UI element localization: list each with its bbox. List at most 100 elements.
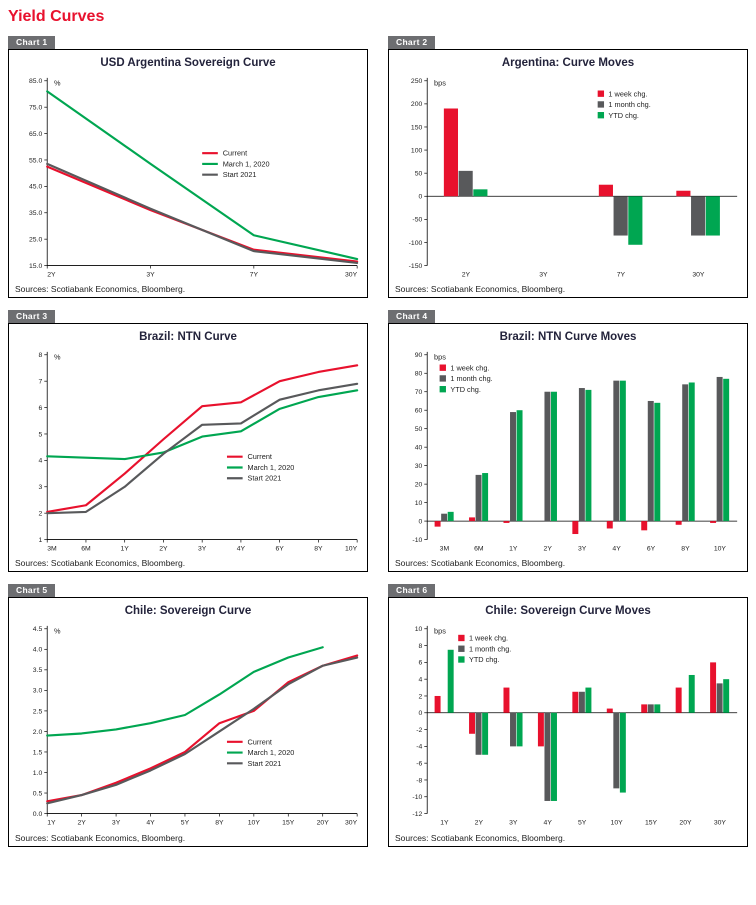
svg-text:75.0: 75.0	[29, 105, 42, 112]
svg-text:-6: -6	[416, 761, 422, 768]
svg-text:10Y: 10Y	[248, 820, 261, 827]
chart-sources: Sources: Scotiabank Economics, Bloomberg…	[395, 832, 566, 843]
svg-text:30Y: 30Y	[714, 820, 727, 827]
svg-text:6M: 6M	[474, 546, 484, 553]
svg-text:-10: -10	[412, 537, 422, 544]
svg-text:3Y: 3Y	[578, 546, 587, 553]
svg-text:1 month chg.: 1 month chg.	[469, 645, 511, 654]
svg-text:8Y: 8Y	[215, 820, 224, 827]
chart-sources: Sources: Scotiabank Economics, Bloomberg…	[395, 558, 566, 569]
chart-title: Chile: Sovereign Curve Moves	[485, 605, 651, 618]
bar-chart-brazil-moves: -10 0 10 20 30 40 50 60 70 80 90 bps 3M 6M 1Y 2Y 3Y 4Y 6Y 8…	[412, 352, 738, 553]
svg-text:Current: Current	[248, 452, 272, 461]
svg-text:0: 0	[419, 519, 423, 526]
chart-panel-6: Chart 6 Chile: Sovereign Curve Moves -12…	[388, 584, 748, 847]
svg-text:2: 2	[39, 511, 43, 518]
svg-text:20Y: 20Y	[679, 820, 692, 827]
svg-text:50: 50	[415, 171, 423, 178]
svg-text:5: 5	[39, 432, 43, 439]
svg-text:March 1, 2020: March 1, 2020	[248, 748, 295, 757]
svg-text:-100: -100	[409, 240, 423, 247]
svg-text:-12: -12	[412, 811, 422, 818]
chart-sources: Sources: Scotiabank Economics, Bloomberg…	[15, 558, 186, 569]
svg-text:10Y: 10Y	[345, 546, 358, 553]
svg-text:70: 70	[415, 389, 423, 396]
line-chart-brazil-curve: 1 2 3 4 5 6 7 8 % 3M 6M 1Y 2Y 3Y 4Y 6Y 8Y 10Y Current March…	[39, 352, 359, 553]
chart-box: Chile: Sovereign Curve 0.0 0.5 1.0 1.5 2.0 2.…	[8, 597, 368, 847]
svg-text:15.0: 15.0	[29, 263, 42, 270]
svg-text:4: 4	[419, 677, 423, 684]
svg-text:15Y: 15Y	[282, 820, 295, 827]
svg-text:2.5: 2.5	[33, 709, 43, 716]
svg-text:March 1, 2020: March 1, 2020	[248, 463, 295, 472]
line-chart-argentina-curve: 15.0 25.0 35.0 45.0 55.0 65.0 75.0 85.0 % 2Y 3Y 7Y 3…	[29, 77, 359, 278]
svg-text:3Y: 3Y	[198, 546, 207, 553]
svg-text:-50: -50	[412, 217, 422, 224]
svg-text:1Y: 1Y	[47, 820, 56, 827]
svg-text:YTD chg.: YTD chg.	[469, 656, 500, 665]
svg-text:6: 6	[419, 660, 423, 667]
chart-box: Argentina: Curve Moves -150 -100 -50 0 50 100…	[388, 49, 748, 299]
svg-text:YTD chg.: YTD chg.	[450, 385, 481, 394]
chart-tag: Chart 4	[388, 310, 436, 324]
svg-text:30Y: 30Y	[345, 820, 358, 827]
svg-text:7: 7	[39, 379, 43, 386]
chart-box: Chile: Sovereign Curve Moves -12 -10 -8 -6-…	[388, 597, 748, 847]
chart-title: Argentina: Curve Moves	[501, 57, 635, 69]
chart-box: Brazil: NTN Curve Moves -10 0 10 20 30 40 50 60…	[388, 323, 748, 573]
svg-text:-10: -10	[412, 794, 422, 801]
svg-text:4Y: 4Y	[612, 546, 621, 553]
svg-text:bps: bps	[434, 627, 446, 636]
svg-text:7Y: 7Y	[250, 271, 259, 278]
svg-text:3M: 3M	[47, 546, 57, 553]
svg-text:3Y: 3Y	[146, 271, 155, 278]
svg-text:40: 40	[415, 445, 423, 452]
svg-text:10: 10	[415, 500, 423, 507]
svg-text:150: 150	[411, 124, 423, 131]
svg-text:20Y: 20Y	[317, 820, 330, 827]
svg-text:1Y: 1Y	[440, 820, 449, 827]
svg-text:4: 4	[39, 458, 43, 465]
svg-text:1 week chg.: 1 week chg.	[450, 364, 489, 373]
svg-text:8Y: 8Y	[681, 546, 690, 553]
chart-panel-5: Chart 5 Chile: Sovereign Curve 0.0 0.5 1.0…	[8, 584, 368, 847]
svg-text:March 1, 2020: March 1, 2020	[223, 159, 270, 168]
svg-text:8: 8	[419, 643, 423, 650]
svg-text:3Y: 3Y	[539, 271, 548, 278]
svg-text:3.0: 3.0	[33, 688, 43, 695]
svg-text:4Y: 4Y	[544, 820, 553, 827]
chart-tag: Chart 2	[388, 36, 436, 49]
svg-text:6Y: 6Y	[275, 546, 284, 553]
chart-title: USD Argentina Sovereign Curve	[100, 57, 276, 69]
chart-panel-4: Chart 4 Brazil: NTN Curve Moves -10 0 10 20…	[388, 310, 748, 573]
svg-text:1Y: 1Y	[509, 546, 518, 553]
svg-text:2Y: 2Y	[159, 546, 168, 553]
svg-text:6: 6	[39, 405, 43, 412]
svg-text:2Y: 2Y	[462, 271, 471, 278]
chart-sources: Sources: Scotiabank Economics, Bloomberg…	[395, 284, 566, 295]
svg-text:15Y: 15Y	[645, 820, 658, 827]
svg-text:0: 0	[419, 194, 423, 201]
svg-text:2Y: 2Y	[77, 820, 86, 827]
svg-text:Start 2021: Start 2021	[248, 474, 282, 483]
chart-title: Brazil: NTN Curve Moves	[499, 331, 637, 344]
svg-text:Start 2021: Start 2021	[248, 759, 282, 768]
chart-title: Chile: Sovereign Curve	[124, 605, 252, 618]
svg-text:50: 50	[415, 426, 423, 433]
svg-text:bps: bps	[434, 353, 446, 362]
svg-text:100: 100	[411, 147, 423, 154]
svg-text:250: 250	[411, 78, 423, 85]
svg-text:35.0: 35.0	[29, 210, 42, 217]
chart-sources: Sources: Scotiabank Economics, Bloomberg…	[15, 284, 186, 295]
chart-tag: Chart 5	[8, 584, 56, 598]
chart-box: Brazil: NTN Curve 1 2 3 4 5 6 7 8% 3M 6M 1Y 2Y 3Y 4Y 6…	[8, 323, 368, 573]
svg-text:4.5: 4.5	[33, 626, 43, 633]
charts-grid: Chart 1 USD Argentina Sovereign Curve 15…	[8, 36, 748, 847]
line-chart-chile-curve: 0.0 0.5 1.0 1.5 2.0 2.5 3.0 3.5 4.0 4.5 % 1Y 2Y 3Y 4Y 5…	[33, 626, 359, 827]
svg-text:2.0: 2.0	[33, 729, 43, 736]
svg-text:0: 0	[419, 710, 423, 717]
svg-text:200: 200	[411, 101, 423, 108]
svg-text:2Y: 2Y	[47, 271, 56, 278]
chart-box: USD Argentina Sovereign Curve 15.0 25.0 35…	[8, 49, 368, 299]
svg-text:3M: 3M	[440, 546, 450, 553]
